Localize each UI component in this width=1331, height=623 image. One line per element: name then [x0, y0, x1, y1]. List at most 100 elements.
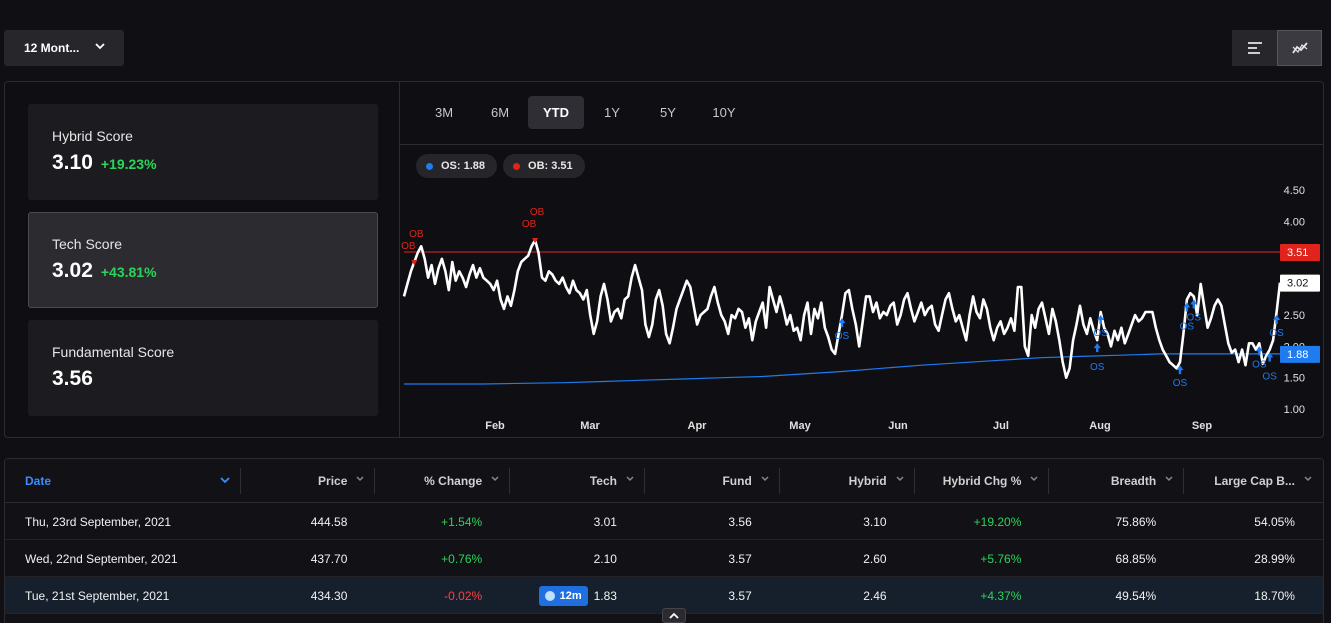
badge-label: 12m [559, 589, 582, 602]
score-label: Tech Score [52, 236, 123, 252]
column-header-hybrid-chg[interactable]: Hybrid Chg % [915, 459, 1050, 503]
period-select-label: 12 Mont... [24, 41, 80, 55]
chevron-down-icon [626, 476, 634, 482]
score-change: +43.81% [100, 264, 157, 280]
hybrid-score-card[interactable]: Hybrid Score 3.10 +19.23% [28, 104, 378, 200]
time-badge[interactable]: 12m [538, 585, 588, 606]
os-marker-arrow [1176, 365, 1184, 375]
chevron-down-icon [761, 476, 769, 482]
column-header-label: Hybrid Chg % [942, 474, 1022, 488]
ob-marker-arrow [532, 238, 539, 244]
os-marker-arrow [1093, 343, 1101, 353]
score-value: 3.56 [52, 367, 93, 390]
cell-date: Wed, 22nd September, 2021 [25, 551, 178, 566]
list-view-icon [1247, 42, 1262, 54]
tab-1y[interactable]: 1Y [604, 105, 620, 120]
y-tick-label: 1.00 [1284, 404, 1305, 416]
column-header-breadth[interactable]: Breadth [1049, 459, 1185, 503]
os-marker-label: OS [1262, 372, 1277, 383]
ob-marker-label: OB [530, 207, 545, 218]
view-toggle [1232, 30, 1322, 66]
column-header-fund[interactable]: Fund [645, 459, 780, 503]
fundamental-score-card[interactable]: Fundamental Score 3.56 [28, 320, 378, 416]
os-value-tag: 1.88 [1287, 349, 1308, 361]
x-tick-label: Feb [485, 420, 505, 432]
scores-table: Date Price % Change Tech Fund Hybrid [4, 458, 1324, 623]
chart-divider [400, 144, 1323, 145]
cell-breadth: 68.85% [1115, 551, 1157, 566]
tab-3m[interactable]: 3M [434, 105, 454, 120]
column-header-price[interactable]: Price [241, 459, 376, 503]
column-header-large-cap[interactable]: Large Cap B... [1184, 459, 1323, 503]
cell-fund: 3.57 [728, 588, 752, 603]
y-tick-label: 2.50 [1284, 310, 1305, 322]
score-panel: Hybrid Score 3.10 +19.23% Tech Score 3.0… [4, 81, 1324, 438]
cell-large-cap: 18.70% [1254, 588, 1295, 603]
chart-legend: OS: 1.88 OB: 3.51 [416, 154, 585, 178]
period-select[interactable]: 12 Mont... [4, 30, 124, 66]
os-marker-arrow [1273, 315, 1281, 325]
ob-value-tag-bg [1280, 243, 1320, 261]
os-marker-label: OS [1269, 328, 1284, 339]
tab-ytd[interactable]: YTD [528, 96, 584, 129]
cell-tech: 2.10 [593, 551, 617, 566]
cell-large-cap: 28.99% [1254, 551, 1295, 566]
range-tabs: 3M 6M YTD 1Y 5Y 10Y [416, 96, 752, 129]
column-header-label: Large Cap B... [1214, 474, 1295, 488]
cell-change: +1.54% [441, 514, 483, 529]
chevron-down-icon [1165, 476, 1173, 482]
score-change: +19.23% [100, 156, 157, 172]
legend-ob[interactable]: OB: 3.51 [503, 154, 585, 178]
cell-tech-value: 1.83 [593, 588, 617, 603]
x-tick-label: Mar [580, 420, 600, 432]
ob-marker-arrow [411, 259, 418, 265]
column-header-label: Price [318, 474, 348, 488]
expand-button[interactable] [662, 608, 686, 623]
ob-marker-label: OB [401, 241, 416, 252]
cell-change: -0.02% [444, 588, 483, 603]
legend-label: OB: 3.51 [528, 160, 573, 172]
tab-6m[interactable]: 6M [490, 105, 510, 120]
legend-os[interactable]: OS: 1.88 [416, 154, 498, 178]
y-tick-label: 4.00 [1284, 216, 1305, 228]
column-header-date[interactable]: Date [5, 459, 241, 503]
column-header-change[interactable]: % Change [375, 459, 511, 503]
cell-price: 437.70 [310, 551, 348, 566]
cell-price: 444.58 [310, 514, 348, 529]
x-tick-label: Jul [993, 420, 1009, 432]
table-row[interactable]: Thu, 23rd September, 2021 444.58 +1.54% … [5, 503, 1323, 540]
score-cards: Hybrid Score 3.10 +19.23% Tech Score 3.0… [5, 82, 400, 437]
cell-large-cap: 54.05% [1254, 514, 1295, 529]
chart-view-button[interactable] [1277, 30, 1322, 66]
list-view-button[interactable] [1232, 30, 1277, 66]
y-tick-label: 4.50 [1284, 185, 1305, 197]
column-header-tech[interactable]: Tech [510, 459, 645, 503]
column-header-hybrid[interactable]: Hybrid [780, 459, 915, 503]
os-marker-label: OS [835, 331, 850, 342]
tech-score-card[interactable]: Tech Score 3.02 +43.81% [28, 212, 378, 308]
current-value-tag-bg [1280, 274, 1320, 292]
clock-icon [544, 590, 555, 601]
os-marker-arrow [1190, 299, 1198, 309]
table-row[interactable]: Tue, 21st September, 2021 434.30 -0.02% … [5, 577, 1323, 614]
os-marker-label: OS [1187, 312, 1202, 323]
chart-area: 3M 6M YTD 1Y 5Y 10Y 4.504.003.503.002.50… [400, 82, 1323, 437]
ob-marker-label: OB [409, 229, 424, 240]
column-header-label: Breadth [1110, 474, 1157, 488]
cell-breadth: 49.54% [1115, 588, 1157, 603]
os-marker-arrow [1097, 315, 1105, 325]
tab-5y[interactable]: 5Y [660, 105, 676, 120]
tech-score-series-line [402, 238, 1282, 379]
cell-date: Thu, 23rd September, 2021 [25, 514, 172, 529]
cell-hybrid-chg: +4.37% [980, 588, 1022, 603]
table-row[interactable]: Wed, 22nd September, 2021 437.70 +0.76% … [5, 540, 1323, 577]
chevron-up-icon [669, 612, 679, 619]
cell-hybrid: 3.10 [863, 514, 887, 529]
cell-price: 434.30 [310, 588, 348, 603]
chevron-down-icon [95, 43, 105, 50]
tab-10y[interactable]: 10Y [712, 105, 736, 120]
os-marker-arrow [1266, 352, 1274, 362]
cell-hybrid-chg: +5.76% [980, 551, 1022, 566]
os-level-line [404, 353, 1280, 385]
chevron-down-icon [219, 477, 230, 484]
